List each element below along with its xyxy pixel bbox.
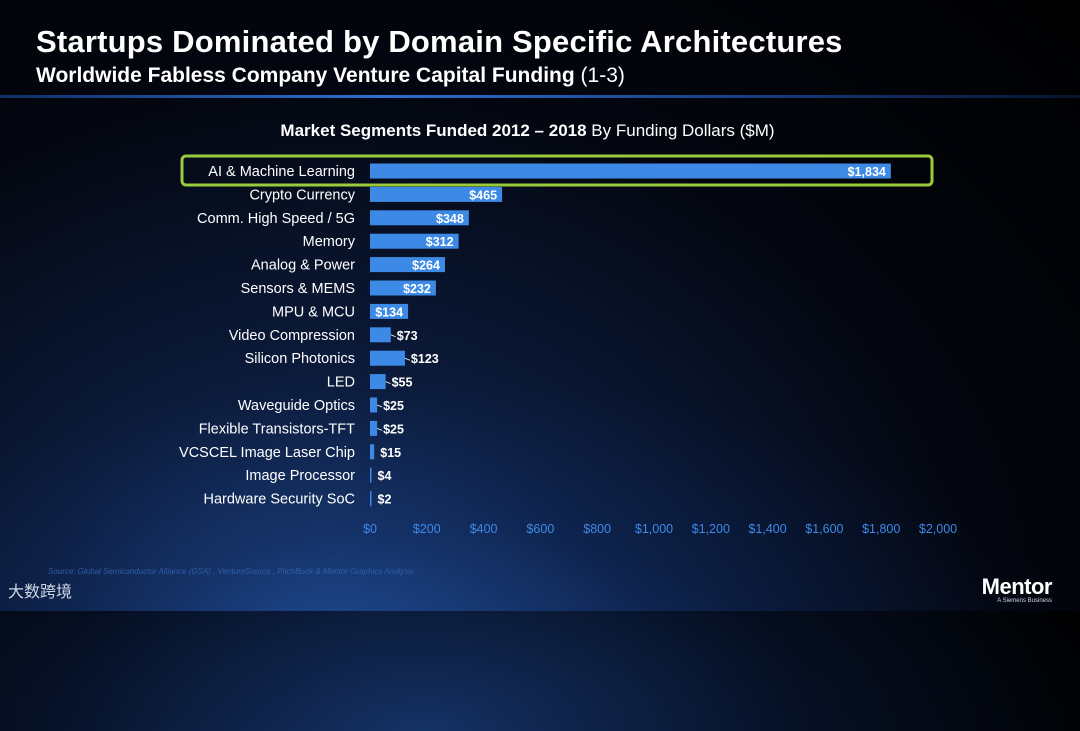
data-label: $25 [383,422,404,436]
data-label: $465 [469,188,497,202]
bar [370,186,503,202]
title-divider [0,95,1080,98]
category-label: LED [327,375,355,391]
bar-chart: AI & Machine Learning $1,834 Crypto Curren… [179,154,957,536]
bar [370,163,891,179]
data-label: $312 [426,235,454,249]
bar [370,327,391,343]
chart-title: Market Segments Funded 2012 – 2018 By Fu… [0,121,1055,141]
data-label: $4 [378,469,392,483]
bar [370,257,445,273]
bar [370,420,378,436]
label-leader-line [390,334,396,338]
x-tick-label: $200 [413,522,441,536]
category-label: Comm. High Speed / 5G [197,211,355,227]
bar [370,233,459,249]
bar [370,303,409,319]
bar [370,397,378,413]
chart-title-bold: Market Segments Funded 2012 – 2018 [280,121,587,140]
category-label: VCSCEL Image Laser Chip [179,445,355,461]
category-label: Flexible Transistors-TFT [199,421,355,437]
category-label: AI & Machine Learning [208,164,355,180]
data-label: $73 [397,329,418,343]
bar [370,210,469,226]
category-label: Analog & Power [251,258,355,274]
x-tick-label: $0 [363,522,377,536]
data-label: $134 [375,305,403,319]
page-title: Startups Dominated by Domain Specific Ar… [36,24,843,59]
bar [370,491,372,507]
x-tick-label: $1,400 [748,522,786,536]
bar [370,467,372,483]
label-leader-line [376,404,383,408]
x-tick-label: $800 [583,522,611,536]
label-leader-line [404,357,411,361]
data-label: $264 [412,259,440,273]
chart-title-normal: By Funding Dollars ($M) [591,121,775,140]
x-tick-label: $1,800 [862,522,900,536]
category-label: Sensors & MEMS [241,281,355,297]
bar [370,350,405,366]
highlight-box [180,154,934,187]
data-label: $348 [436,212,464,226]
subtitle-text: Worldwide Fabless Company Venture Capita… [36,64,575,87]
x-tick-label: $1,600 [805,522,843,536]
x-tick-label: $400 [470,522,498,536]
bar [370,444,375,460]
label-leader-line [376,428,383,431]
x-tick-label: $1,200 [692,522,730,536]
x-tick-label: $1,000 [635,522,673,536]
category-label: Crypto Currency [249,187,355,203]
bar [370,374,386,390]
category-label: Video Compression [229,328,355,344]
data-label: $123 [411,352,439,366]
x-tick-label: $2,000 [919,522,957,536]
category-label: Waveguide Optics [238,398,355,414]
mentor-brand: Mentor [981,574,1053,599]
data-label: $15 [380,446,401,460]
data-label: $55 [392,376,413,390]
category-label: MPU & MCU [272,304,355,320]
data-label: $1,834 [848,165,886,179]
category-label: Hardware Security SoC [204,492,356,508]
mentor-logo: Mentor A Siemens Business [981,574,1053,604]
subtitle-suffix: (1-3) [580,64,625,87]
label-leader-line [385,381,391,384]
watermark-logo: 大数跨境 [8,584,73,601]
data-label: $25 [383,399,404,413]
x-tick-label: $600 [526,522,554,536]
category-label: Image Processor [245,468,355,484]
category-label: Memory [303,234,356,250]
data-label: $2 [378,493,392,507]
mentor-brand-sub: A Siemens Business [997,598,1052,604]
page-subtitle: Worldwide Fabless Company Venture Capita… [36,64,625,88]
bar [370,280,436,296]
source-note: Source: Global Semiconductor Alliance (G… [48,567,414,576]
data-label: $232 [403,282,431,296]
category-label: Silicon Photonics [245,351,355,367]
